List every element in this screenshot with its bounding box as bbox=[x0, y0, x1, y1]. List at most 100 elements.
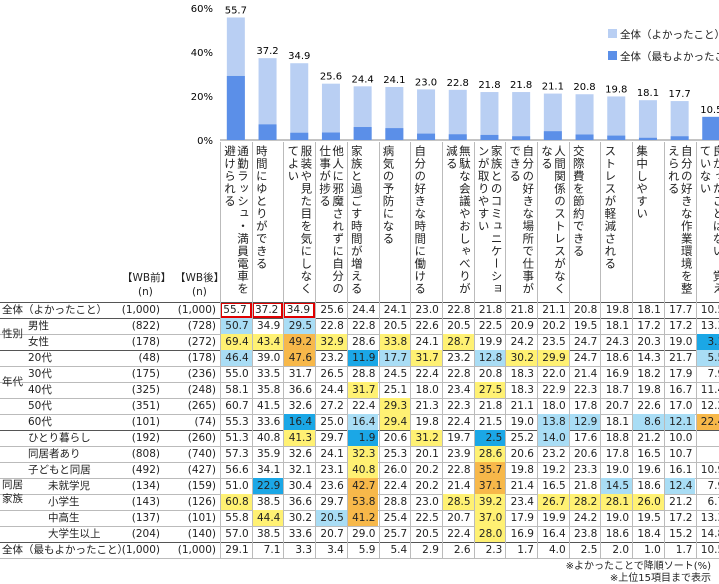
table-cell: 25.7 bbox=[379, 526, 411, 542]
table-cell: 37.2 bbox=[252, 302, 284, 318]
table-cell: 50.7 bbox=[220, 318, 252, 334]
table-cell: 19.6 bbox=[632, 462, 664, 478]
table-cell: 19.8 bbox=[410, 414, 442, 430]
table-cell: 19.0 bbox=[664, 334, 696, 350]
table-cell: 18.0 bbox=[410, 382, 442, 398]
col-divider bbox=[632, 142, 633, 558]
row-n-after: (427) bbox=[164, 462, 216, 478]
table-cell: 20.5 bbox=[315, 510, 347, 526]
table-cell: 17.9 bbox=[664, 366, 696, 382]
row-label: 未就学児 bbox=[48, 478, 90, 494]
table-cell: 12.2 bbox=[696, 398, 719, 414]
table-cell: 22.8 bbox=[347, 318, 379, 334]
row-label: 大学生以上 bbox=[48, 526, 101, 542]
table-cell: 18.2 bbox=[632, 366, 664, 382]
table-cell: 40.8 bbox=[347, 462, 379, 478]
table-cell: 24.1 bbox=[410, 334, 442, 350]
category-label: 交際費を節約できる bbox=[572, 145, 585, 295]
table-cell: 21.8 bbox=[474, 302, 506, 318]
table-cell: 31.7 bbox=[410, 350, 442, 366]
table-cell: 20.5 bbox=[410, 526, 442, 542]
table-cell: 16.4 bbox=[537, 526, 569, 542]
table-cell: 33.6 bbox=[283, 526, 315, 542]
table-cell: 18.1 bbox=[600, 318, 632, 334]
table-cell: 23.2 bbox=[442, 350, 474, 366]
header-n-after: (n) bbox=[192, 284, 207, 300]
row-n-after: (140) bbox=[164, 526, 216, 542]
footnote-top15: ※上位15項目まで表示 bbox=[610, 569, 711, 584]
table-cell: 22.4 bbox=[442, 414, 474, 430]
table-cell: 24.7 bbox=[569, 334, 601, 350]
table-cell: 56.6 bbox=[220, 462, 252, 478]
table-cell: 19.2 bbox=[537, 462, 569, 478]
table-cell: 15.2 bbox=[664, 526, 696, 542]
category-label: 他人に邪魔されずに自分の仕事が捗る bbox=[318, 145, 344, 295]
table-cell: 19.9 bbox=[537, 510, 569, 526]
row-n-before: (101) bbox=[110, 414, 160, 430]
col-divider bbox=[283, 142, 284, 558]
row-label: 子どもと同居 bbox=[28, 462, 91, 478]
table-cell: 22.8 bbox=[442, 302, 474, 318]
table-cell: 19.9 bbox=[474, 334, 506, 350]
table-cell: 38.5 bbox=[252, 494, 284, 510]
table-cell: 21.2 bbox=[632, 430, 664, 446]
table-cell: 1.7 bbox=[505, 542, 537, 558]
table-cell: 28.0 bbox=[474, 526, 506, 542]
table-cell: 23.5 bbox=[537, 334, 569, 350]
row-label: 60代 bbox=[28, 414, 52, 430]
table-cell: 16.1 bbox=[664, 462, 696, 478]
table-cell: 34.9 bbox=[252, 318, 284, 334]
table-cell: 21.3 bbox=[410, 398, 442, 414]
table-cell: 1.9 bbox=[347, 430, 379, 446]
table-cell: 18.6 bbox=[632, 478, 664, 494]
table-cell: 5.5 bbox=[696, 350, 719, 366]
table-cell: 10.5 bbox=[696, 302, 719, 318]
row-n-after: (728) bbox=[164, 318, 216, 334]
table-cell: 31.7 bbox=[283, 366, 315, 382]
table-cell: 47.6 bbox=[283, 350, 315, 366]
table-cell: 2.0 bbox=[600, 542, 632, 558]
row-n-after: (236) bbox=[164, 366, 216, 382]
col-divider bbox=[252, 142, 253, 558]
table-cell: 28.1 bbox=[600, 494, 632, 510]
table-cell: 22.6 bbox=[410, 318, 442, 334]
table-cell: 32.9 bbox=[315, 334, 347, 350]
col-divider bbox=[410, 142, 411, 558]
table-cell: 25.0 bbox=[315, 414, 347, 430]
table-cell: 27.2 bbox=[315, 398, 347, 414]
table-cell: 22.4 bbox=[410, 366, 442, 382]
table-cell: 23.6 bbox=[315, 478, 347, 494]
table-cell: 28.2 bbox=[569, 494, 601, 510]
table-cell: 26.5 bbox=[315, 366, 347, 382]
row-n-after: (248) bbox=[164, 382, 216, 398]
table-cell: 17.7 bbox=[664, 302, 696, 318]
table-cell: 28.6 bbox=[474, 446, 506, 462]
legend-label-dark: 全体（最もよかったこと） bbox=[620, 51, 719, 63]
table-cell: 19.8 bbox=[505, 462, 537, 478]
category-label: 集中しやすい bbox=[635, 145, 648, 295]
table-cell: 21.8 bbox=[505, 302, 537, 318]
category-label: 自分の好きな時間に働ける bbox=[413, 145, 426, 295]
table-cell: 2.3 bbox=[474, 542, 506, 558]
table-cell: 16.7 bbox=[664, 382, 696, 398]
table-cell: 29.7 bbox=[315, 494, 347, 510]
table-cell: 28.6 bbox=[347, 334, 379, 350]
table-cell: 35.7 bbox=[474, 462, 506, 478]
table-cell: 16.9 bbox=[600, 366, 632, 382]
table-cell: 18.3 bbox=[505, 382, 537, 398]
table-cell: 19.5 bbox=[569, 318, 601, 334]
table-cell: 18.1 bbox=[632, 302, 664, 318]
row-n-after: (1,000) bbox=[164, 302, 216, 318]
table-cell: 39.0 bbox=[252, 350, 284, 366]
table-cell: 43.4 bbox=[252, 334, 284, 350]
table-cell: 21.4 bbox=[442, 478, 474, 494]
table-cell: 39.2 bbox=[474, 494, 506, 510]
table-cell: 18.6 bbox=[600, 350, 632, 366]
table-cell: 22.9 bbox=[252, 478, 284, 494]
row-label: 同居者あり bbox=[28, 446, 81, 462]
table-cell: 23.0 bbox=[410, 494, 442, 510]
table-cell: 22.0 bbox=[537, 366, 569, 382]
category-label: 病気の予防になる bbox=[382, 145, 395, 295]
col-divider bbox=[537, 142, 538, 558]
